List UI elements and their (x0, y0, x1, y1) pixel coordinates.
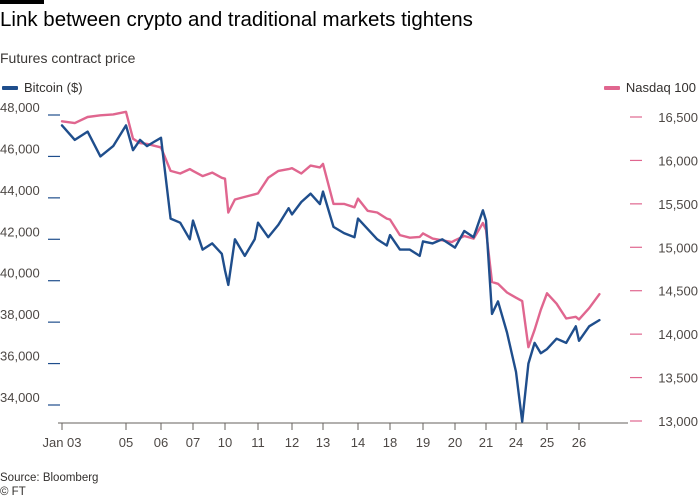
brand-bar (0, 0, 44, 4)
chart-title: Link between crypto and traditional mark… (0, 8, 473, 31)
right-axis-tick-label: 15,000 (658, 240, 698, 255)
x-axis-tick-label: 10 (218, 435, 232, 450)
right-axis-tick-label: 13,500 (658, 371, 698, 386)
left-axis-tick-label: 40,000 (0, 266, 40, 281)
x-axis-tick-label: 18 (383, 435, 397, 450)
x-axis-tick-label: 07 (186, 435, 200, 450)
right-axis-tick-label: 16,500 (658, 110, 698, 125)
legend-bitcoin-label: Bitcoin ($) (24, 80, 83, 95)
chart-subtitle: Futures contract price (0, 50, 136, 66)
right-axis-tick-label: 16,000 (658, 153, 698, 168)
x-axis-tick-label: Jan 03 (42, 435, 81, 450)
left-axis-tick-label: 36,000 (0, 349, 40, 364)
x-axis-tick-label: 11 (251, 435, 265, 450)
x-axis-tick-label: 26 (572, 435, 586, 450)
right-axis-tick-label: 13,000 (658, 414, 698, 429)
source-note: Source: Bloomberg (0, 472, 99, 484)
right-axis-tick-label: 15,500 (658, 197, 698, 212)
x-axis-tick-label: 12 (285, 435, 299, 450)
right-axis-tick-label: 14,500 (658, 284, 698, 299)
x-axis-tick-label: 20 (448, 435, 462, 450)
left-axis-tick-label: 48,000 (0, 100, 40, 115)
x-axis-tick-label: 14 (351, 435, 365, 450)
left-axis-tick-label: 38,000 (0, 307, 40, 322)
x-axis-tick-label: 13 (316, 435, 330, 450)
credit-note: © FT (0, 486, 26, 498)
right-axis-tick-label: 14,000 (658, 327, 698, 342)
legend-bitcoin: Bitcoin ($) (2, 80, 83, 95)
x-axis-tick-label: 25 (540, 435, 554, 450)
x-axis-tick-label: 19 (416, 435, 430, 450)
left-axis-tick-label: 46,000 (0, 141, 40, 156)
series-line-nasdaq (60, 110, 601, 349)
x-axis-tick-label: 06 (154, 435, 168, 450)
left-axis-tick-label: 44,000 (0, 183, 40, 198)
x-axis-tick-label: 24 (509, 435, 523, 450)
series-line-bitcoin (60, 124, 601, 423)
legend-nasdaq-label: Nasdaq 100 (625, 80, 696, 95)
x-axis-tick-label: 21 (479, 435, 493, 450)
bitcoin-swatch (2, 85, 18, 90)
nasdaq-swatch (603, 85, 620, 90)
left-axis-tick-label: 42,000 (0, 224, 40, 239)
x-axis-tick-label: 05 (119, 435, 133, 450)
legend-nasdaq: Nasdaq 100 (603, 80, 696, 95)
left-axis-tick-label: 34,000 (0, 390, 40, 405)
